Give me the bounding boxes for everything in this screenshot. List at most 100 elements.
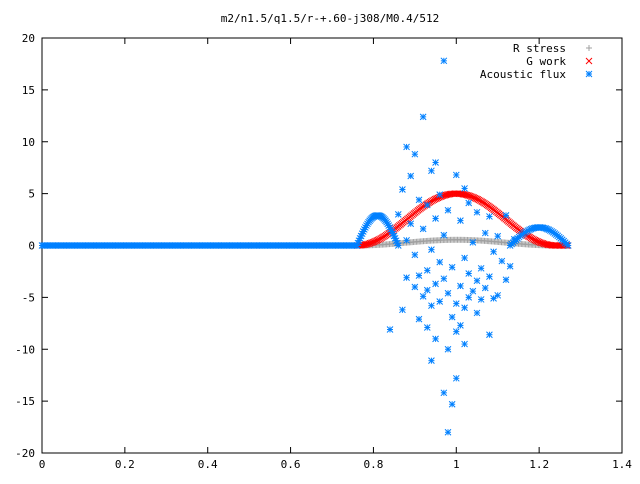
data-point (394, 211, 402, 218)
data-point (461, 304, 468, 312)
data-point (440, 275, 448, 283)
data-point (448, 400, 456, 408)
data-point (469, 239, 477, 246)
data-point (440, 231, 448, 239)
data-point (444, 345, 452, 353)
chart-title: m2/n1.5/q1.5/r-+.60-j308/M0.4/512 (221, 12, 440, 25)
data-point (494, 291, 502, 299)
data-point (419, 225, 427, 233)
x-tick-label: 1.2 (529, 458, 549, 471)
data-point (444, 289, 452, 297)
data-point (481, 284, 489, 292)
data-point (423, 201, 431, 209)
data-point (461, 185, 468, 192)
data-point (457, 282, 464, 290)
data-point (415, 315, 423, 323)
data-point (502, 212, 510, 219)
data-point (486, 331, 493, 339)
data-point (486, 273, 493, 280)
data-point (465, 199, 473, 207)
data-point (432, 335, 439, 343)
data-point (436, 298, 444, 305)
data-point (461, 340, 468, 348)
data-point (440, 57, 448, 65)
x-tick-label: 1.4 (612, 458, 632, 471)
data-point (399, 186, 406, 193)
data-point (506, 262, 514, 270)
data-point (403, 236, 410, 244)
data-point (473, 208, 481, 216)
axis-ticks: 0 0.2 0.4 0.6 0.8 1 1.2 1.4 -20 -15 -10 -5 0 5 10 15 20 (15, 32, 632, 471)
data-point (465, 270, 473, 277)
y-tick-label: 0 (28, 240, 35, 253)
data-point (399, 306, 406, 314)
data-point (477, 296, 485, 303)
data-point (403, 143, 410, 151)
data-point (443, 191, 451, 199)
data-point (442, 191, 450, 199)
x-tick-label: 1 (453, 458, 460, 471)
x-tick-label: 0 (39, 458, 46, 471)
data-point (423, 286, 431, 294)
data-point (490, 248, 497, 256)
data-point (428, 167, 435, 175)
data-point (428, 246, 435, 254)
data-point (564, 242, 572, 249)
data-point (428, 302, 435, 310)
data-point (477, 264, 485, 272)
data-point (436, 191, 444, 199)
x-tick-label: 0.2 (115, 458, 135, 471)
data-point (407, 172, 415, 180)
data-point (459, 190, 467, 198)
data-point (448, 313, 456, 321)
data-point (465, 294, 473, 301)
data-point (415, 272, 423, 279)
data-point (411, 150, 419, 158)
data-point (386, 326, 394, 333)
data-points-layer (38, 57, 572, 436)
y-tick-label: 10 (22, 136, 35, 149)
data-point (452, 171, 460, 179)
data-point (403, 274, 410, 282)
data-point (411, 283, 419, 291)
data-point (432, 280, 439, 288)
y-tick-label: 20 (22, 32, 35, 45)
data-point (473, 277, 481, 285)
data-point (452, 300, 460, 307)
y-tick-label: -15 (15, 395, 35, 408)
data-point (494, 232, 502, 240)
y-tick-label: -10 (15, 343, 35, 356)
x-tick-label: 0.4 (198, 458, 218, 471)
legend-label: R stress (513, 42, 566, 55)
data-point (419, 113, 427, 121)
data-point (486, 213, 493, 220)
data-point (457, 322, 464, 329)
legend-marker (586, 45, 592, 51)
data-point (473, 309, 481, 317)
x-tick-label: 0.6 (281, 458, 301, 471)
legend-marker (585, 57, 593, 65)
y-tick-label: 5 (28, 188, 35, 201)
data-point (502, 276, 510, 284)
data-point (510, 235, 518, 243)
data-point (428, 357, 435, 365)
data-point (436, 258, 444, 266)
data-point (407, 220, 415, 228)
data-point (361, 241, 369, 249)
data-point (419, 292, 427, 300)
data-point (432, 159, 439, 166)
data-point (490, 295, 497, 302)
data-point (444, 428, 452, 436)
series-acoustic-flux (38, 57, 572, 436)
data-point (452, 328, 460, 335)
data-point (481, 229, 489, 237)
legend-label: Acoustic flux (480, 68, 566, 81)
data-point (432, 215, 439, 222)
data-point (415, 196, 423, 204)
data-point (444, 206, 452, 214)
y-tick-label: 15 (22, 84, 35, 97)
data-point (498, 257, 506, 265)
